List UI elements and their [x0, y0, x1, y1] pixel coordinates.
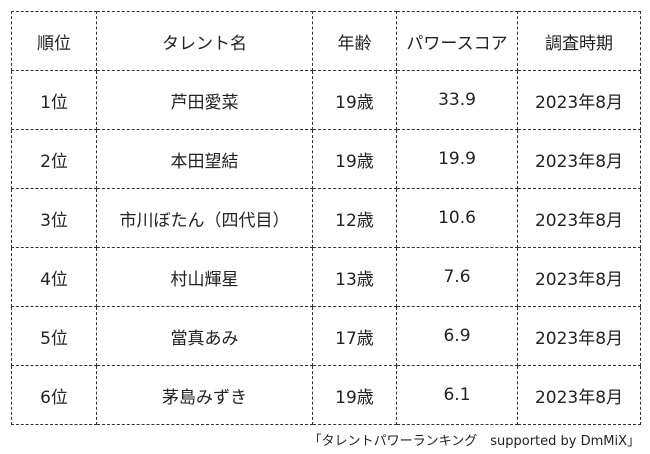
header-age: 年齢	[312, 11, 397, 71]
cell-period: 2023年8月	[517, 306, 641, 366]
cell-period: 2023年8月	[517, 188, 641, 248]
header-row: 順位 タレント名 年齢 パワースコア 調査時期	[11, 11, 641, 71]
cell-period: 2023年8月	[517, 365, 641, 425]
cell-period: 2023年8月	[517, 70, 641, 130]
cell-name: 市川ぼたん（四代目）	[96, 188, 313, 248]
cell-age: 19歳	[312, 70, 397, 130]
cell-name: 村山輝星	[96, 247, 313, 307]
cell-rank: 1位	[11, 70, 97, 130]
header-score: パワースコア	[396, 11, 518, 71]
cell-score: 33.9	[396, 70, 518, 130]
cell-score: 6.9	[396, 306, 518, 366]
cell-rank: 2位	[11, 129, 97, 189]
table-row: 4位 村山輝星 13歳 7.6 2023年8月	[11, 247, 641, 307]
cell-rank: 6位	[11, 365, 97, 425]
cell-score: 19.9	[396, 129, 518, 189]
table-row: 3位 市川ぼたん（四代目） 12歳 10.6 2023年8月	[11, 188, 641, 248]
cell-age: 13歳	[312, 247, 397, 307]
cell-age: 12歳	[312, 188, 397, 248]
cell-name: 茅島みずき	[96, 365, 313, 425]
header-period: 調査時期	[517, 11, 641, 71]
cell-rank: 3位	[11, 188, 97, 248]
cell-period: 2023年8月	[517, 129, 641, 189]
cell-age: 19歳	[312, 365, 397, 425]
table-row: 6位 茅島みずき 19歳 6.1 2023年8月	[11, 365, 641, 425]
cell-score: 10.6	[396, 188, 518, 248]
table-row: 1位 芦田愛菜 19歳 33.9 2023年8月	[11, 70, 641, 130]
cell-score: 6.1	[396, 365, 518, 425]
cell-age: 17歳	[312, 306, 397, 366]
table-row: 2位 本田望結 19歳 19.9 2023年8月	[11, 129, 641, 189]
cell-rank: 4位	[11, 247, 97, 307]
cell-name: 本田望結	[96, 129, 313, 189]
ranking-table: 順位 タレント名 年齢 パワースコア 調査時期 1位 芦田愛菜 19歳 33.9 202…	[11, 11, 641, 425]
cell-age: 19歳	[312, 129, 397, 189]
cell-period: 2023年8月	[517, 247, 641, 307]
cell-name: 芦田愛菜	[96, 70, 313, 130]
cell-name: 當真あみ	[96, 306, 313, 366]
header-rank: 順位	[11, 11, 97, 71]
header-name: タレント名	[96, 11, 313, 71]
table-row: 5位 當真あみ 17歳 6.9 2023年8月	[11, 306, 641, 366]
cell-rank: 5位	[11, 306, 97, 366]
source-caption: 「タレントパワーランキング supported by DmMiX」	[308, 434, 640, 449]
cell-score: 7.6	[396, 247, 518, 307]
